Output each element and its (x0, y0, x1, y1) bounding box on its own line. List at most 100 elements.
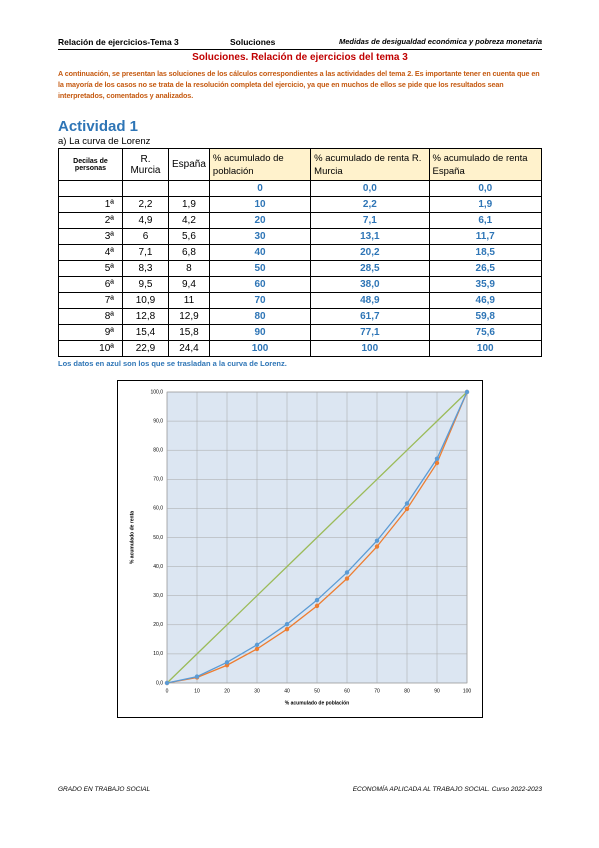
activity-heading: Actividad 1 (58, 118, 139, 135)
footer-left: GRADO EN TRABAJO SOCIAL (58, 786, 151, 793)
table-cell: 9ª (58, 324, 123, 341)
x-tick-label: 90 (434, 688, 440, 694)
table-cell: 75,6 (428, 324, 543, 341)
data-point (254, 646, 260, 652)
header-cell: % acumulado de renta España (428, 148, 543, 181)
table-cell: 10ª (58, 340, 123, 357)
series-line (166, 391, 468, 684)
data-point (254, 642, 260, 648)
table-cell: 13,1 (310, 228, 430, 245)
table-cell: 46,9 (428, 292, 543, 309)
data-point (194, 674, 200, 679)
table-cell: 5ª (58, 260, 123, 277)
table-row: 7ª 10,9 11 70 48,9 46,9 (58, 292, 543, 309)
y-tick-label: 70,0 (153, 477, 163, 483)
x-axis-label: % acumulado de población (285, 700, 349, 706)
table-cell: 4,2 (168, 212, 210, 229)
header-cell: % acumulado de renta R. Murcia (310, 148, 430, 181)
table-cell: 1,9 (168, 196, 210, 213)
table-cell: 26,5 (428, 260, 543, 277)
table-cell: 15,8 (168, 324, 210, 341)
table-cell: 18,5 (428, 244, 543, 261)
data-point (284, 626, 290, 632)
data-point (464, 389, 470, 395)
table-cell: 0,0 (428, 180, 543, 197)
header-cell: Decilas de personas (58, 148, 123, 181)
table-cell: 2ª (58, 212, 123, 229)
table-cell: 35,9 (428, 276, 543, 293)
data-point (344, 570, 350, 575)
table-cell (168, 180, 210, 197)
table-cell: 4ª (58, 244, 123, 261)
table-cell: 100 (208, 340, 312, 357)
table-cell: 15,4 (121, 324, 170, 341)
table-cell: 9,5 (121, 276, 170, 293)
table-row: 9ª 15,4 15,8 90 77,1 75,6 (58, 324, 543, 341)
table-row: 5ª 8,3 8 50 28,5 26,5 (58, 260, 543, 277)
table-cell: 28,5 (310, 260, 430, 277)
table-cell: 48,9 (310, 292, 430, 309)
data-point (404, 501, 410, 506)
intro-text: A continuación, se presentan las solucio… (58, 69, 540, 100)
table-cell: 3ª (58, 228, 123, 245)
table-cell: 40 (208, 244, 312, 261)
data-point (434, 460, 440, 466)
table-cell: 10 (208, 196, 312, 213)
table-cell: 77,1 (310, 324, 430, 341)
table-cell: 22,9 (121, 340, 170, 357)
table-cell: 7,1 (121, 244, 170, 261)
data-point (404, 506, 410, 512)
table-cell: 10,9 (121, 292, 170, 309)
x-tick-label: 0 (166, 688, 169, 694)
data-point (164, 680, 170, 686)
table-cell: 80 (208, 308, 312, 325)
x-tick-label: 80 (404, 688, 410, 694)
table-cell: 30 (208, 228, 312, 245)
table-cell: 24,4 (168, 340, 210, 357)
y-tick-label: 90,0 (153, 418, 163, 424)
table-cell: 0,0 (310, 180, 430, 197)
x-tick-label: 30 (254, 688, 260, 694)
y-tick-label: 0,0 (156, 680, 163, 686)
table-cell: 12,8 (121, 308, 170, 325)
data-point (314, 603, 320, 609)
table-cell: 11 (168, 292, 210, 309)
table-cell: 8 (168, 260, 210, 277)
y-tick-label: 50,0 (153, 535, 163, 541)
table-cell: 1,9 (428, 196, 543, 213)
table-cell: 59,8 (428, 308, 543, 325)
table-row: 4ª 7,1 6,8 40 20,2 18,5 (58, 244, 543, 261)
x-tick-label: 100 (463, 688, 472, 694)
table-row: 0 0,0 0,0 (58, 180, 543, 197)
table-cell: 61,7 (310, 308, 430, 325)
page-header: Relación de ejercicios-Tema 3 Soluciones… (58, 37, 542, 50)
y-tick-label: 60,0 (153, 506, 163, 512)
y-tick-label: 40,0 (153, 564, 163, 570)
y-tick-label: 80,0 (153, 448, 163, 454)
table-cell: 7,1 (310, 212, 430, 229)
y-axis-label: % acumulado de renta (129, 511, 135, 564)
data-point (374, 544, 380, 549)
x-tick-label: 60 (344, 688, 350, 694)
table-row: 3ª 6 5,6 30 13,1 11,7 (58, 228, 543, 245)
table-cell: 11,7 (428, 228, 543, 245)
header-left: Relación de ejercicios-Tema 3 (58, 37, 179, 47)
table-cell: 20,2 (310, 244, 430, 261)
table-cell: 6,8 (168, 244, 210, 261)
table-cell: 2,2 (121, 196, 170, 213)
table-cell: 4,9 (121, 212, 170, 229)
lorenz-chart: 0,0 10,0 20,0 30,0 40,0 50,0 60,0 70,0 80,0 90,0 1… (117, 380, 483, 718)
table-cell (58, 180, 123, 197)
table-row: 8ª 12,8 12,9 80 61,7 59,8 (58, 308, 543, 325)
table-cell: 6,1 (428, 212, 543, 229)
table-cell: 8ª (58, 308, 123, 325)
table-cell: 8,3 (121, 260, 170, 277)
table-cell: 7ª (58, 292, 123, 309)
table-header-row: Decilas de personas R. Murcia España% acum… (58, 148, 543, 181)
table-cell: 70 (208, 292, 312, 309)
x-tick-label: 40 (284, 688, 290, 694)
table-cell: 100 (428, 340, 543, 357)
y-tick-label: 20,0 (153, 622, 163, 628)
header-center: Soluciones (230, 37, 276, 47)
